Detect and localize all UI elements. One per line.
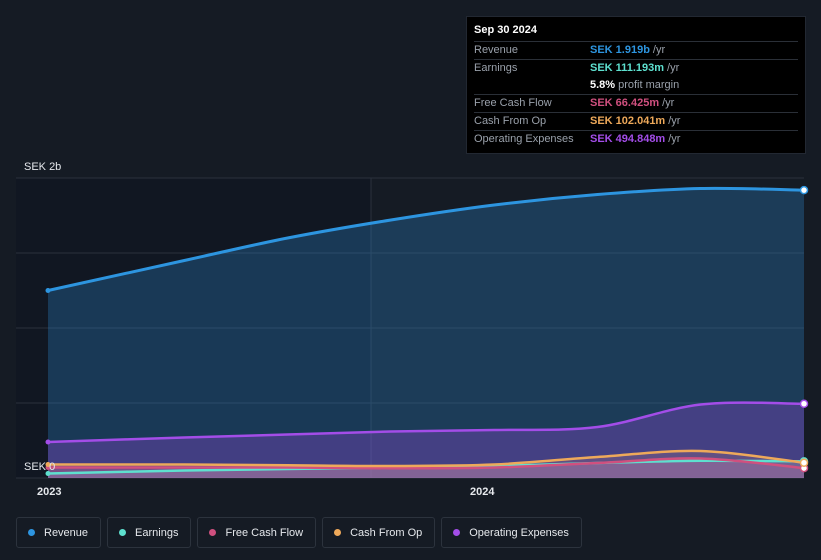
legend-dot-icon bbox=[453, 529, 461, 536]
legend-dot-icon bbox=[209, 529, 217, 536]
y-axis-bottom-label: SEK 0 bbox=[24, 461, 55, 473]
operating-expenses-line bbox=[47, 401, 805, 444]
financial-chart: SEK 2b SEK 0 2023 2024 bbox=[16, 161, 809, 498]
operating-expenses-end-marker bbox=[799, 399, 809, 408]
revenue-area bbox=[48, 188, 804, 478]
tooltip-unit: /yr bbox=[668, 115, 681, 127]
tooltip-row: Free Cash Flow SEK 66.425m/yr bbox=[474, 94, 798, 112]
revenue-end-marker bbox=[799, 185, 809, 195]
tooltip-value: SEK 494.848m bbox=[590, 133, 666, 145]
tooltip-unit: /yr bbox=[667, 62, 680, 74]
legend-dot-icon bbox=[28, 529, 35, 536]
x-tick-2024: 2024 bbox=[470, 486, 495, 498]
legend-label: Revenue bbox=[44, 526, 89, 539]
tooltip-value: SEK 111.193m bbox=[590, 62, 665, 74]
legend-label: Free Cash Flow bbox=[225, 526, 304, 539]
free-cash-flow-line bbox=[48, 457, 805, 470]
tooltip-date: Sep 30 2024 bbox=[474, 24, 537, 36]
tooltip-rows: Revenue SEK 1.919b/yr Earnings SEK 111.193m… bbox=[474, 41, 798, 148]
tooltip-value: SEK 102.041m bbox=[590, 115, 666, 127]
legend-dot-icon bbox=[334, 529, 342, 536]
legend-label: Earnings bbox=[135, 526, 179, 539]
legend-item-operating-expenses[interactable]: Operating Expenses bbox=[441, 517, 582, 548]
cash-from-op-end-marker bbox=[799, 458, 809, 467]
cash-from-op-start-marker bbox=[45, 462, 51, 467]
tooltip-unit: /yr bbox=[668, 133, 681, 145]
grid-lines bbox=[16, 177, 804, 479]
legend-item-earnings[interactable]: Earnings bbox=[107, 517, 192, 548]
tooltip-label bbox=[474, 77, 590, 94]
revenue-line bbox=[47, 186, 805, 292]
series-endpoints bbox=[45, 185, 809, 476]
series-areas bbox=[48, 188, 804, 478]
tooltip-value: 5.8% bbox=[590, 79, 616, 91]
legend-item-cash-from-op[interactable]: Cash From Op bbox=[322, 517, 436, 548]
tooltip-unit: /yr bbox=[652, 44, 666, 56]
legend-label: Operating Expenses bbox=[469, 526, 569, 539]
tooltip-label: Free Cash Flow bbox=[474, 97, 552, 109]
x-tick-2023: 2023 bbox=[37, 486, 61, 498]
legend: Revenue Earnings Free Cash Flow Cash From O… bbox=[16, 517, 582, 548]
tooltip-unit: profit margin bbox=[618, 79, 680, 91]
cash-from-op-area bbox=[48, 450, 804, 478]
tooltip-row: Cash From Op SEK 102.041m/yr bbox=[474, 112, 798, 130]
tooltip-label: Operating Expenses bbox=[474, 133, 574, 145]
tooltip-label: Revenue bbox=[474, 44, 519, 56]
series-lines bbox=[47, 186, 805, 475]
legend-item-revenue[interactable]: Revenue bbox=[16, 517, 102, 548]
cash-from-op-line bbox=[47, 449, 805, 468]
legend-item-free-cash-flow[interactable]: Free Cash Flow bbox=[197, 517, 317, 548]
tooltip-value: SEK 1.919b bbox=[590, 44, 650, 56]
tooltip-panel: Sep 30 2024 Revenue SEK 1.919b/yr Earnings… bbox=[466, 16, 806, 154]
tooltip-label: Earnings bbox=[474, 62, 518, 74]
tooltip-row: Operating Expenses SEK 494.848m/yr bbox=[474, 130, 798, 148]
operating-expenses-area bbox=[48, 402, 804, 478]
legend-label: Cash From Op bbox=[350, 526, 423, 539]
tooltip-label: Cash From Op bbox=[474, 115, 547, 127]
tooltip-row: 5.8% profit margin bbox=[474, 77, 798, 94]
tooltip-unit: /yr bbox=[662, 97, 675, 109]
tooltip-value: SEK 66.425m bbox=[590, 97, 660, 109]
tooltip-row: Revenue SEK 1.919b/yr bbox=[474, 41, 798, 59]
revenue-start-marker bbox=[45, 288, 51, 293]
earnings-start-marker bbox=[45, 471, 51, 476]
legend-dot-icon bbox=[119, 529, 127, 536]
tooltip-row: Earnings SEK 111.193m/yr bbox=[474, 59, 798, 77]
y-axis-top-label: SEK 2b bbox=[24, 161, 61, 173]
operating-expenses-start-marker bbox=[45, 439, 51, 445]
